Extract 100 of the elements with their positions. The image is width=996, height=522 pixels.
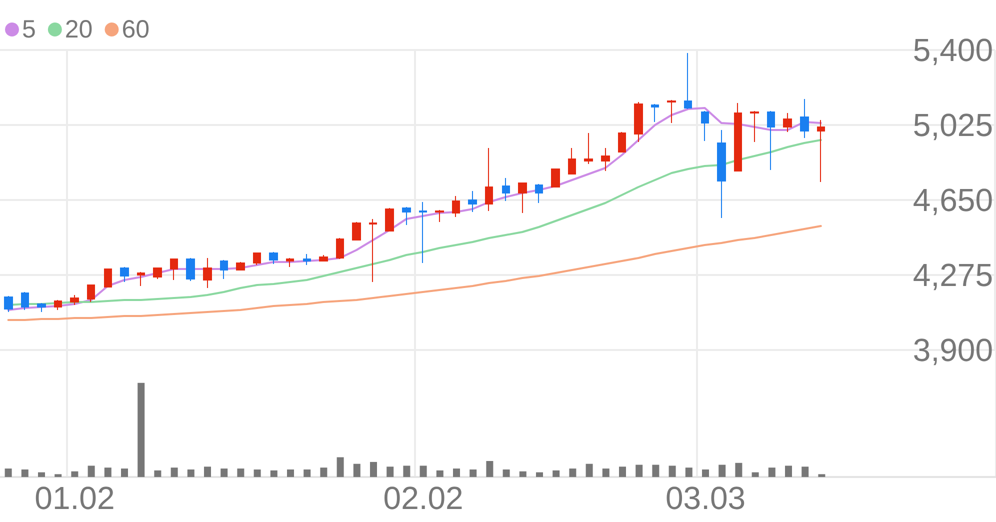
bar bbox=[71, 471, 78, 477]
candlestick bbox=[54, 300, 62, 310]
bar bbox=[470, 469, 477, 477]
candlestick bbox=[634, 102, 643, 142]
candlestick bbox=[87, 284, 95, 302]
candlestick bbox=[236, 262, 245, 270]
candlestick bbox=[220, 260, 228, 280]
candlestick bbox=[767, 110, 775, 170]
line-series bbox=[7, 225, 822, 321]
bar bbox=[204, 466, 211, 477]
candlestick bbox=[651, 104, 659, 122]
candlestick bbox=[535, 184, 543, 204]
y-tick-label: 5,400 bbox=[912, 32, 993, 68]
candlestick bbox=[137, 272, 145, 286]
bar bbox=[320, 468, 328, 477]
candlestick bbox=[502, 178, 510, 202]
y-tick-label: 4,275 bbox=[912, 257, 993, 293]
candlestick bbox=[203, 258, 212, 288]
bar bbox=[735, 462, 742, 477]
y-tick-label: 4,650 bbox=[912, 182, 993, 218]
bar bbox=[552, 470, 560, 477]
bar bbox=[21, 469, 28, 477]
bar bbox=[718, 464, 726, 477]
candlestick bbox=[783, 112, 792, 132]
candlestick bbox=[153, 268, 162, 280]
candlestick bbox=[303, 254, 311, 266]
candlestick bbox=[336, 238, 344, 260]
candlestick bbox=[701, 110, 709, 142]
bar bbox=[370, 462, 377, 477]
bar bbox=[121, 468, 128, 477]
bar bbox=[818, 474, 826, 477]
candlestick bbox=[104, 268, 112, 288]
candlestick bbox=[800, 98, 809, 138]
bar bbox=[187, 469, 194, 477]
bar bbox=[802, 466, 809, 477]
bar bbox=[54, 474, 62, 477]
bar bbox=[270, 470, 278, 477]
candlestick bbox=[750, 110, 759, 142]
bar bbox=[170, 468, 178, 477]
candlestick bbox=[37, 302, 46, 312]
bar bbox=[403, 466, 410, 477]
candlestick bbox=[485, 148, 493, 212]
bar bbox=[652, 464, 660, 477]
bar bbox=[420, 466, 427, 477]
candlestick bbox=[385, 208, 394, 232]
line-series bbox=[7, 107, 822, 311]
candlestick bbox=[618, 132, 626, 152]
legend-label: 5 bbox=[22, 16, 36, 44]
bar bbox=[138, 382, 145, 477]
bar bbox=[752, 472, 759, 477]
x-tick-label: 03.03 bbox=[665, 480, 746, 516]
candlestick bbox=[120, 266, 129, 282]
candlestick bbox=[568, 148, 576, 174]
candlestick bbox=[286, 258, 294, 268]
bar bbox=[220, 468, 228, 477]
bar bbox=[685, 468, 692, 477]
legend-label: 60 bbox=[122, 16, 150, 44]
candlestick bbox=[21, 292, 29, 310]
candlestick bbox=[269, 252, 278, 264]
bar bbox=[486, 461, 494, 477]
bar bbox=[287, 469, 294, 477]
bar bbox=[436, 470, 444, 477]
y-tick-label: 5,025 bbox=[912, 107, 993, 143]
candlestick bbox=[468, 190, 477, 212]
candlestick bbox=[601, 148, 610, 172]
candlestick bbox=[419, 202, 427, 264]
bar bbox=[353, 464, 360, 477]
candlestick bbox=[518, 182, 527, 214]
bar bbox=[636, 464, 643, 477]
x-tick-label: 01.02 bbox=[34, 480, 115, 516]
candlestick bbox=[584, 132, 593, 164]
bar bbox=[668, 466, 676, 477]
candlestick bbox=[435, 210, 444, 222]
bar bbox=[304, 469, 311, 477]
bar bbox=[536, 472, 543, 477]
candlestick bbox=[253, 252, 261, 266]
bar bbox=[586, 464, 593, 477]
bar bbox=[453, 468, 460, 477]
candlestick bbox=[369, 218, 377, 282]
candlestick bbox=[667, 100, 676, 124]
candlestick bbox=[170, 258, 178, 280]
bar bbox=[502, 469, 510, 477]
legend-label: 20 bbox=[64, 16, 93, 44]
bar bbox=[88, 466, 95, 477]
candlestick bbox=[352, 222, 361, 240]
bar bbox=[569, 468, 576, 477]
candlestick bbox=[551, 168, 560, 188]
bar bbox=[336, 457, 344, 477]
bar bbox=[702, 469, 709, 477]
candlestick bbox=[319, 254, 328, 262]
bar bbox=[785, 466, 792, 477]
candlestick bbox=[452, 196, 460, 218]
x-tick-label: 02.02 bbox=[383, 480, 464, 516]
candlestick bbox=[717, 130, 726, 218]
bar bbox=[4, 468, 12, 477]
bar bbox=[104, 468, 112, 477]
bar bbox=[237, 468, 244, 477]
candlestick bbox=[734, 102, 742, 172]
bar bbox=[519, 471, 526, 477]
candlestick bbox=[4, 296, 13, 312]
